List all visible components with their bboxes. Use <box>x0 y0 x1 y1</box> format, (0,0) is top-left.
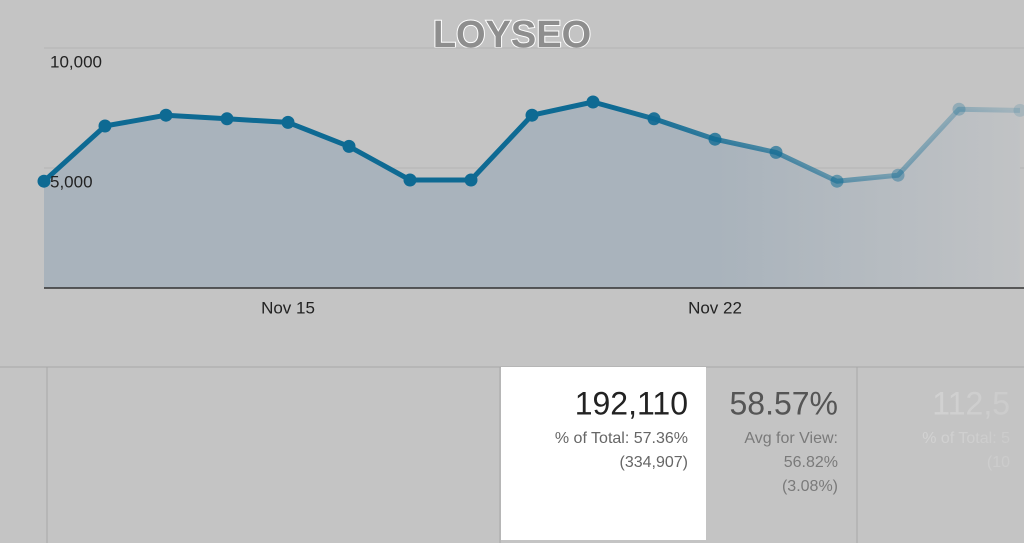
point <box>708 132 722 146</box>
point <box>586 95 600 109</box>
y-tick-label: 10,000 <box>50 52 102 71</box>
metric-detail: % of Total: 57.36% <box>555 430 688 447</box>
point <box>525 108 539 122</box>
point <box>464 173 478 187</box>
y-tick-label: 5,000 <box>50 172 93 191</box>
point <box>952 102 966 116</box>
highlight-cell[interactable] <box>501 367 706 540</box>
point <box>891 168 905 182</box>
point <box>159 108 173 122</box>
x-tick-label: Nov 15 <box>261 298 315 317</box>
metric-detail: 56.82% <box>784 454 838 471</box>
metric-detail: (10 <box>987 454 1010 471</box>
point <box>769 145 783 159</box>
metric-detail: (334,907) <box>620 454 689 471</box>
point <box>220 112 234 126</box>
table <box>0 366 1024 543</box>
metric-value: 112,5 <box>932 385 1010 421</box>
point <box>281 115 295 129</box>
watermark: LOYSEO <box>433 14 591 56</box>
metric-detail: (3.08%) <box>782 478 838 495</box>
point <box>647 112 661 126</box>
metric-detail: % of Total: 5 <box>922 430 1010 447</box>
point <box>403 173 417 187</box>
metric-detail: Avg for View: <box>744 430 838 447</box>
point <box>342 139 356 153</box>
x-tick-label: Nov 22 <box>688 298 742 317</box>
metric-value: 58.57% <box>729 385 838 421</box>
point <box>1013 103 1024 117</box>
area <box>44 102 1020 288</box>
point <box>37 174 51 188</box>
point <box>98 119 112 133</box>
metric-value: 192,110 <box>575 385 688 421</box>
point <box>830 174 844 188</box>
